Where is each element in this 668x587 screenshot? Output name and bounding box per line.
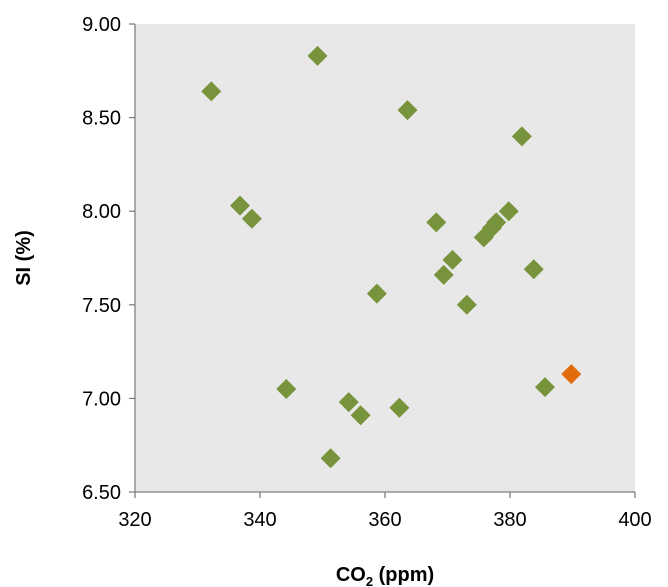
y-axis-title: SI (%) <box>13 230 35 286</box>
data-point <box>366 283 387 304</box>
data-point <box>426 212 447 233</box>
y-tick-label: 9.00 <box>82 14 121 36</box>
x-tick-label: 320 <box>118 509 151 531</box>
highlighted-data-point <box>561 364 582 385</box>
data-point <box>511 126 532 147</box>
data-point <box>338 392 359 413</box>
x-tick-label: 380 <box>493 509 526 531</box>
data-point <box>350 405 371 426</box>
axis-ticks: 6.50 7.00 7.50 8.00 8.50 9.00 320 340 360 380 400 <box>82 14 652 531</box>
data-point <box>486 212 507 233</box>
x-axis-title: CO2 (ppm) <box>336 564 434 587</box>
data-point <box>241 208 262 229</box>
data-point <box>498 201 519 222</box>
data-point <box>230 195 250 216</box>
y-tick-label: 6.50 <box>82 482 121 504</box>
data-point <box>535 377 555 398</box>
y-tick-label: 7.00 <box>82 388 121 410</box>
data-point <box>320 448 341 469</box>
data-point <box>307 45 328 66</box>
x-tick-label: 400 <box>618 509 651 531</box>
plot-area <box>135 24 635 492</box>
data-point <box>456 294 477 315</box>
data-point <box>276 379 297 400</box>
x-tick-label: 360 <box>368 509 401 531</box>
data-point <box>433 264 454 285</box>
y-tick-label: 8.00 <box>82 201 121 223</box>
data-point <box>201 81 222 102</box>
y-tick-label: 7.50 <box>82 295 121 317</box>
y-tick-label: 8.50 <box>82 108 121 130</box>
data-point <box>523 259 544 280</box>
data-points <box>201 45 582 469</box>
data-point <box>389 397 410 418</box>
data-point <box>442 249 463 270</box>
x-tick-label: 340 <box>243 509 276 531</box>
data-point <box>397 100 418 121</box>
